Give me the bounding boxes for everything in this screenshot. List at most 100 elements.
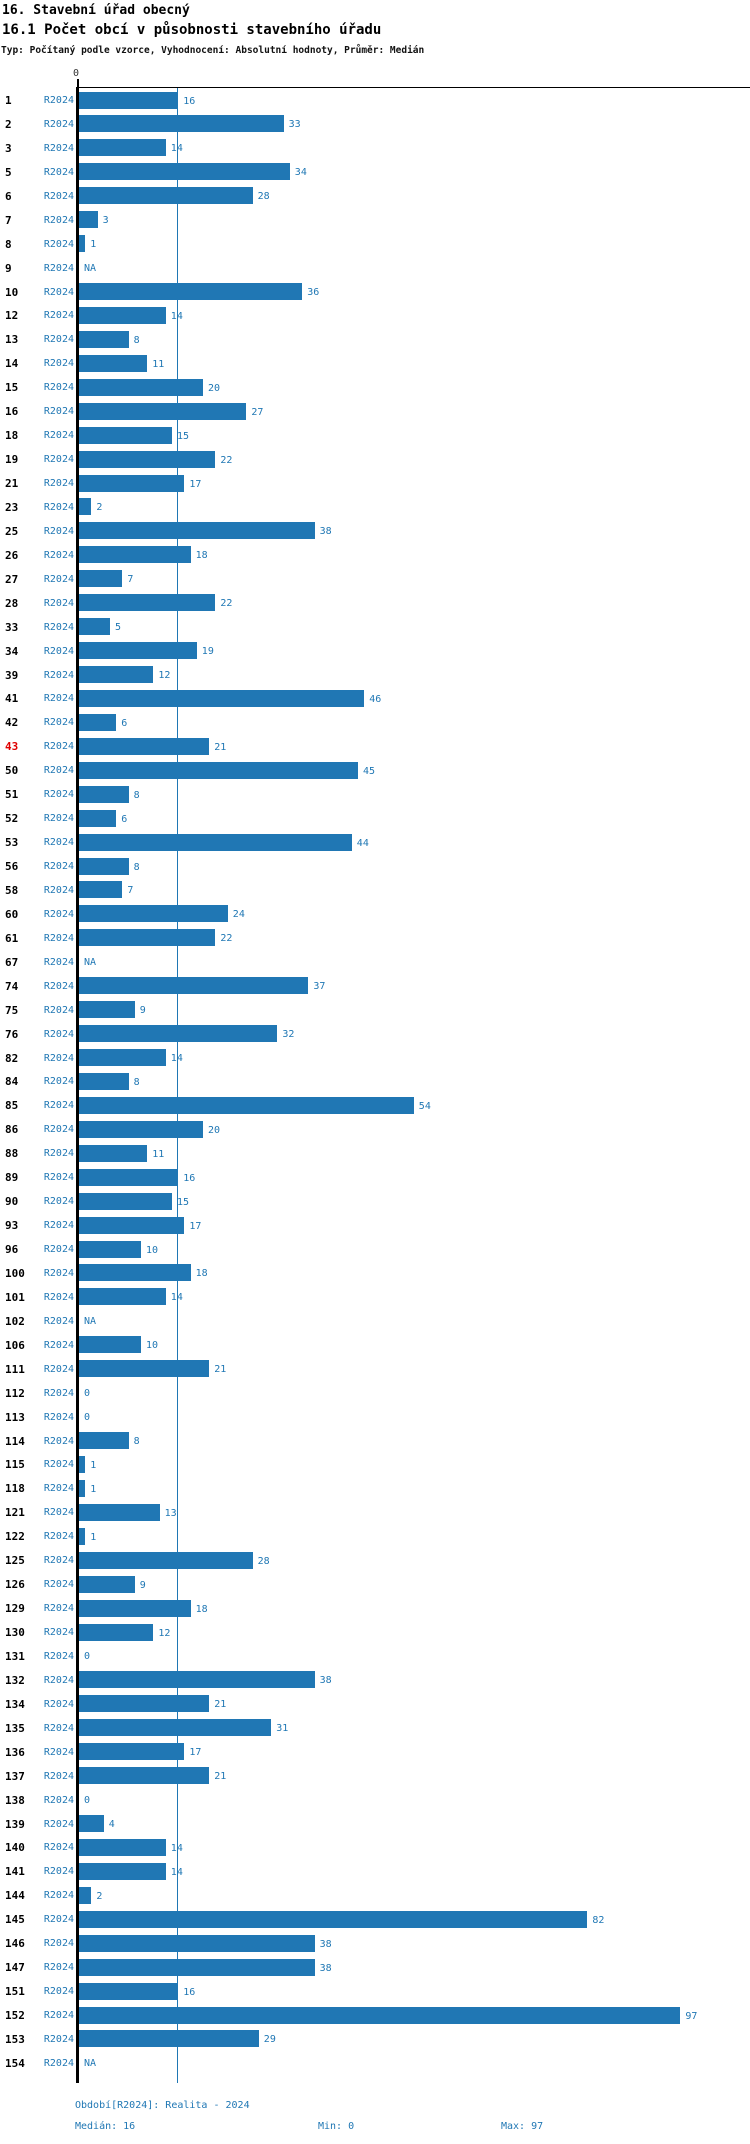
row-number: 139: [5, 1817, 25, 1831]
row-period-label: R2024: [43, 1267, 74, 1279]
row-number: 100: [5, 1266, 25, 1280]
chart-row: 144 R2024 2: [0, 1883, 750, 1907]
row-period-label: R2024: [43, 2010, 74, 2021]
bar: [79, 833, 352, 851]
chart-row: 111 R2024 21: [0, 1357, 750, 1381]
chart-row: 13 R2024 8: [0, 327, 750, 351]
bar-value-label: 1: [90, 1531, 97, 1543]
row-number: 141: [5, 1865, 25, 1879]
chart-row: 90 R2024 15: [0, 1189, 750, 1213]
row-number: 137: [5, 1769, 25, 1783]
bar: [79, 1767, 210, 1785]
bar-area: 28: [79, 1551, 750, 1569]
row-number: 86: [5, 1123, 19, 1137]
row-number: 58: [5, 883, 19, 897]
bar-value-label: 8: [133, 334, 140, 346]
bar-value-label: 16: [183, 1986, 196, 1998]
chart-row: 122 R2024 1: [0, 1524, 750, 1548]
chart-row: 76 R2024 32: [0, 1022, 750, 1046]
bar-value-label: 8: [133, 789, 140, 801]
bar-area: 21: [79, 1360, 750, 1378]
y-axis-line: [76, 87, 79, 2083]
chart-row: 10 R2024 36: [0, 280, 750, 304]
median-reference-line: [177, 88, 179, 2083]
bar-value-label: 18: [195, 1603, 208, 1615]
row-period-label: R2024: [43, 813, 74, 825]
row-number: 25: [5, 524, 19, 538]
chart-row: 3 R2024 14: [0, 136, 750, 160]
bar-value-label: 21: [214, 1364, 227, 1376]
row-period-label: R2024: [43, 621, 74, 633]
row-number: 88: [5, 1147, 19, 1161]
row-number: 7: [5, 213, 12, 227]
row-period-label: R2024: [43, 1196, 74, 1208]
bar-value-label: 6: [121, 813, 128, 825]
row-number: 118: [5, 1482, 25, 1496]
bar: [79, 929, 216, 947]
bar-value-label: 6: [121, 717, 128, 729]
bar-value-label: 11: [152, 1148, 165, 1160]
chapter-title: 16. Stavební úřad obecný: [2, 3, 190, 18]
chart-row: 118 R2024 1: [0, 1476, 750, 1500]
bar-value-label: 0: [84, 1795, 91, 1807]
row-period-label: R2024: [43, 1650, 74, 1662]
bar-area: 2: [79, 498, 750, 516]
row-number: 74: [5, 979, 19, 993]
row-period-label: R2024: [43, 1603, 74, 1615]
chart-row: 129 R2024 18: [0, 1596, 750, 1620]
bar-area: 17: [79, 1743, 750, 1761]
chart-row: 5 R2024 34: [0, 160, 750, 184]
bar: [79, 115, 284, 133]
bar-value-label: 0: [84, 1412, 91, 1424]
bar: [79, 1096, 414, 1114]
row-number: 42: [5, 716, 19, 730]
bar-area: 6: [79, 713, 750, 731]
row-period-label: R2024: [43, 1315, 74, 1327]
row-period-label: R2024: [43, 1435, 74, 1447]
bar: [79, 187, 253, 205]
bar-area: 45: [79, 761, 750, 779]
row-period-label: R2024: [43, 2033, 74, 2045]
bar: [79, 546, 191, 564]
bar: [79, 1934, 315, 1952]
row-number: 39: [5, 668, 19, 682]
row-number: 153: [5, 2032, 25, 2046]
row-period-label: R2024: [43, 358, 74, 370]
chart-row: 113 R2024 0: [0, 1405, 750, 1429]
bar-area: 14: [79, 306, 750, 324]
row-period-label: R2024: [43, 238, 74, 250]
chart-row: 134 R2024 21: [0, 1692, 750, 1716]
row-number: 136: [5, 1745, 25, 1759]
bar-area: 28: [79, 187, 750, 205]
chart-row: 151 R2024 16: [0, 1979, 750, 2003]
row-period-label: R2024: [43, 382, 74, 394]
bar: [79, 426, 172, 444]
row-number: 146: [5, 1937, 25, 1951]
row-period-label: R2024: [43, 1722, 74, 1734]
bar-area: 34: [79, 163, 750, 181]
row-number: 16: [5, 405, 19, 419]
bar-area: 13: [79, 1503, 750, 1521]
bar-area: 14: [79, 1288, 750, 1306]
bar-area: 16: [79, 91, 750, 109]
bar-area: 46: [79, 689, 750, 707]
chart-row: 112 R2024 0: [0, 1381, 750, 1405]
chart-row: 43 R2024 21: [0, 734, 750, 758]
chart-row: 125 R2024 28: [0, 1548, 750, 1572]
bar-area: 33: [79, 115, 750, 133]
bar-area: NA: [79, 953, 750, 970]
bar-value-label: 17: [189, 1220, 202, 1232]
chart-row: 51 R2024 8: [0, 782, 750, 806]
row-period-label: R2024: [43, 501, 74, 513]
row-number: 3: [5, 141, 12, 155]
bar-value-label: 5: [115, 622, 122, 634]
bar: [79, 330, 129, 348]
bar: [79, 1958, 315, 1976]
bar-area: 10: [79, 1240, 750, 1258]
bar-area: 0: [79, 1791, 750, 1808]
row-period-label: R2024: [43, 1052, 74, 1064]
row-period-label: R2024: [43, 1172, 74, 1184]
chart-row: 2 R2024 33: [0, 112, 750, 136]
bar-area: 18: [79, 1264, 750, 1282]
row-number: 61: [5, 931, 19, 945]
